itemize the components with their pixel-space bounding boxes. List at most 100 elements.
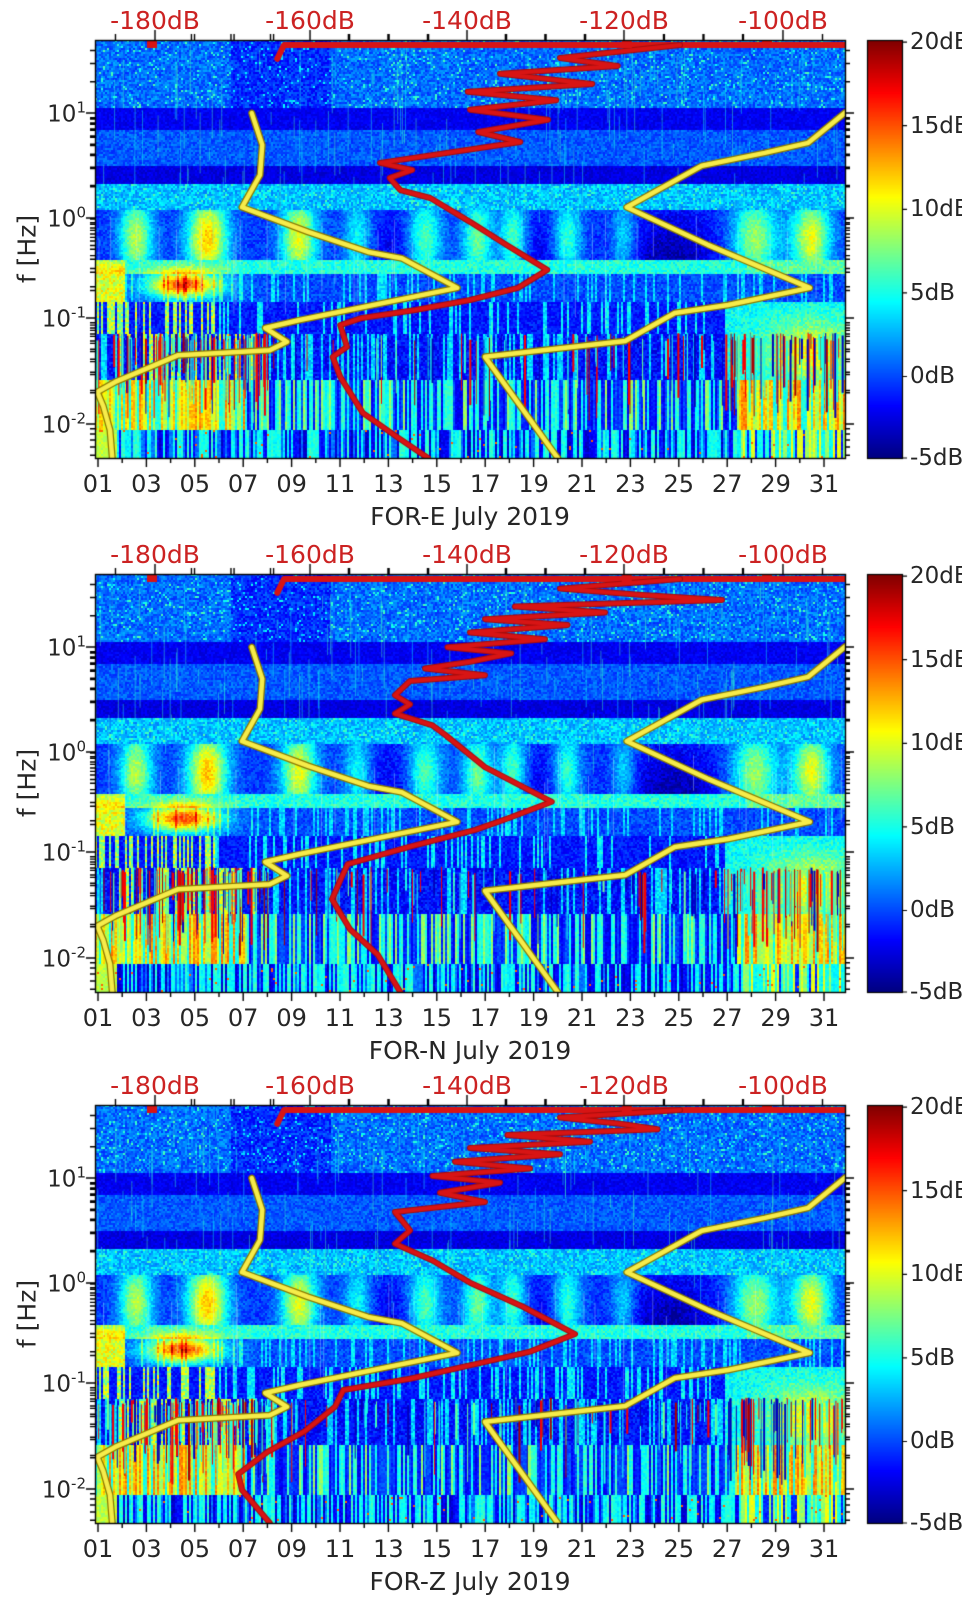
colorbar-tick-label: 15dB: [910, 646, 962, 673]
x-tick-label: 11: [324, 1004, 356, 1032]
x-tick-label: 05: [179, 1535, 211, 1563]
y-tick-label: 100: [47, 738, 86, 767]
x-tick-label: 13: [373, 1004, 404, 1032]
y-tick-label: 101: [47, 633, 86, 662]
x-tick-label: 11: [324, 470, 356, 498]
colorbar-tick-label: 10dB: [910, 1261, 962, 1288]
y-axis-title: f [Hz]: [12, 1279, 42, 1349]
y-tick-base: 10: [41, 1477, 72, 1504]
y-tick-label: 101: [47, 1164, 86, 1193]
top-axis-label: -140dB: [422, 540, 512, 569]
colorbar-tick-label: 20dB: [910, 29, 962, 56]
y-axis-title: f [Hz]: [12, 748, 42, 818]
y-tick-exponent: -2: [71, 409, 86, 428]
y-tick-base: 10: [47, 1166, 77, 1193]
x-tick-label: 13: [373, 470, 404, 498]
x-tick-label: 07: [227, 1535, 259, 1563]
colorbar-tick-label: 0dB: [910, 363, 956, 390]
y-tick-exponent: 1: [76, 98, 86, 117]
x-axis-title: FOR-N July 2019: [368, 1036, 572, 1065]
x-tick-label: 09: [276, 1535, 307, 1563]
colorbar-tick-label: -5dB: [910, 445, 962, 471]
x-tick-label: 09: [276, 470, 307, 498]
y-tick-exponent: 0: [76, 737, 86, 756]
x-tick-label: 17: [469, 1535, 501, 1563]
x-tick-label: 29: [760, 470, 791, 498]
x-tick-label: 17: [469, 470, 501, 498]
top-axis-label: -180dB: [110, 6, 200, 35]
y-tick-exponent: 0: [76, 203, 86, 222]
x-tick-label: 29: [760, 1004, 791, 1032]
x-tick-label: 27: [711, 1535, 743, 1563]
x-tick-label: 21: [566, 1004, 598, 1032]
colorbar-tick-label: 5dB: [910, 1344, 956, 1371]
x-tick-label: 07: [227, 1004, 259, 1032]
x-tick-label: 25: [663, 1535, 695, 1563]
x-tick-label: 31: [808, 1535, 840, 1563]
y-tick-exponent: 0: [76, 1268, 86, 1287]
top-axis-label: -100dB: [738, 1071, 828, 1100]
x-tick-label: 23: [615, 1535, 646, 1563]
top-axis-label: -120dB: [579, 6, 669, 35]
top-axis-label: -160dB: [265, 540, 355, 569]
y-tick-exponent: -2: [71, 943, 86, 962]
y-tick-base: 10: [41, 840, 72, 867]
y-tick-label: 101: [47, 99, 86, 128]
x-tick-label: 21: [566, 1535, 598, 1563]
x-tick-label: 25: [663, 470, 695, 498]
x-tick-label: 27: [711, 470, 743, 498]
y-tick-label: 100: [47, 1269, 86, 1298]
y-tick-base: 10: [47, 206, 77, 233]
x-tick-label: 21: [566, 470, 598, 498]
x-tick-label: 23: [615, 1004, 646, 1032]
x-axis-title: FOR-Z July 2019: [369, 1567, 571, 1596]
colorbar-tick-label: 5dB: [910, 279, 956, 306]
y-tick-exponent: 1: [76, 1163, 86, 1182]
y-tick-label: 100: [47, 204, 86, 233]
colorbar-tick-label: -5dB: [910, 1510, 962, 1536]
y-tick-base: 10: [41, 1371, 72, 1398]
x-tick-label: 23: [615, 470, 646, 498]
colorbar-tick-label: -5dB: [910, 979, 962, 1005]
x-tick-label: 01: [82, 1004, 114, 1032]
x-tick-label: 01: [82, 1535, 114, 1563]
top-axis-label: -140dB: [422, 6, 512, 35]
top-axis-label: -120dB: [579, 1071, 669, 1100]
x-tick-label: 15: [421, 470, 453, 498]
x-tick-label: 25: [663, 1004, 695, 1032]
top-axis-label: -160dB: [265, 1071, 355, 1100]
y-tick-label: 10-2: [42, 1475, 86, 1504]
top-axis-label: -140dB: [422, 1071, 512, 1100]
colorbar-tick-label: 15dB: [910, 1177, 962, 1204]
top-axis-label: -160dB: [265, 6, 355, 35]
x-tick-label: 03: [131, 1004, 162, 1032]
colorbar-tick-label: 5dB: [910, 813, 956, 840]
x-axis-title: FOR-E July 2019: [370, 502, 570, 531]
y-tick-exponent: -2: [71, 1474, 86, 1493]
top-axis-label: -120dB: [579, 540, 669, 569]
x-tick-label: 29: [760, 1535, 791, 1563]
x-tick-label: 17: [469, 1004, 501, 1032]
colorbar-tick-label: 20dB: [910, 563, 962, 590]
y-tick-exponent: -1: [71, 1368, 86, 1387]
x-tick-label: 01: [82, 470, 114, 498]
x-tick-label: 31: [808, 470, 840, 498]
x-tick-label: 09: [276, 1004, 307, 1032]
x-tick-label: 03: [131, 1535, 162, 1563]
x-tick-label: 19: [518, 1004, 549, 1032]
y-tick-exponent: -1: [71, 837, 86, 856]
x-tick-label: 05: [179, 1004, 211, 1032]
y-tick-base: 10: [41, 306, 72, 333]
x-tick-label: 11: [324, 1535, 356, 1563]
y-axis-title: f [Hz]: [12, 214, 42, 284]
y-tick-label: 10-2: [42, 410, 86, 439]
x-tick-label: 13: [373, 1535, 404, 1563]
x-tick-label: 15: [421, 1004, 453, 1032]
x-tick-label: 19: [518, 1535, 549, 1563]
colorbar-tick-label: 0dB: [910, 897, 956, 924]
y-tick-base: 10: [47, 635, 77, 662]
x-tick-label: 07: [227, 470, 259, 498]
top-axis-label: -180dB: [110, 540, 200, 569]
